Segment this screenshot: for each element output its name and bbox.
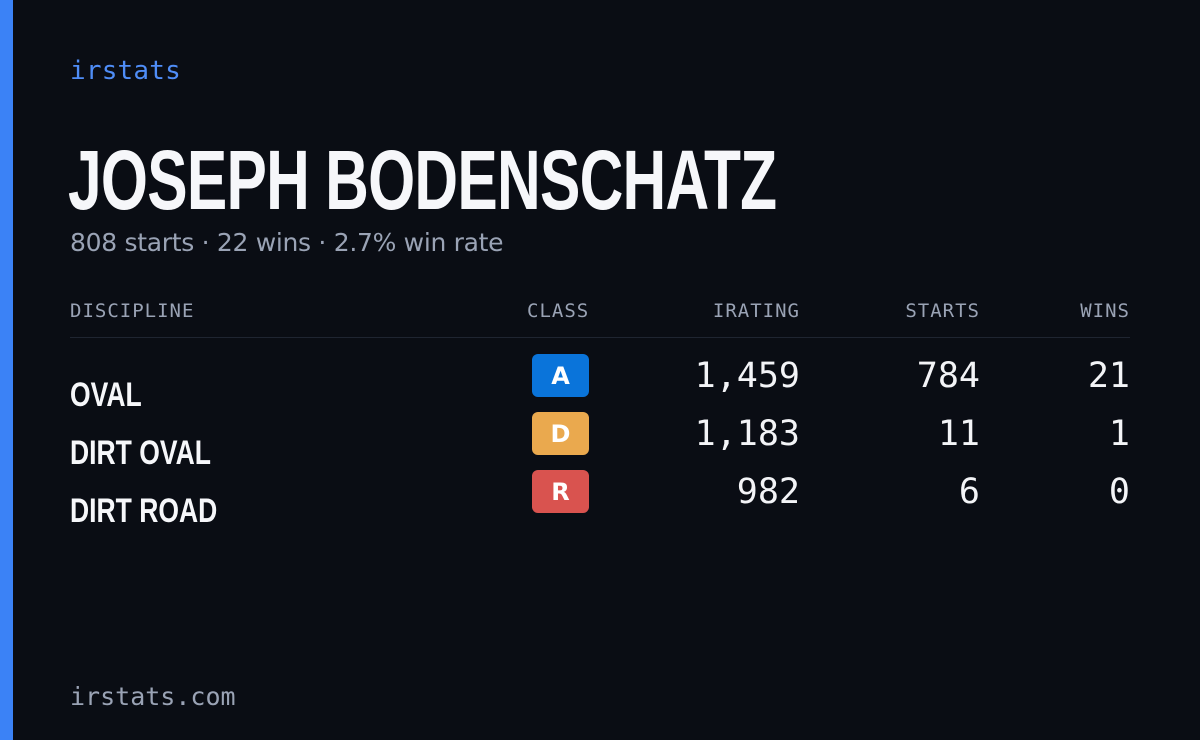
accent-bar [0, 0, 13, 740]
header-irating: IRATING [712, 300, 800, 322]
wins-value: 0 [1108, 472, 1130, 512]
discipline-name: DIRT ROAD [70, 492, 218, 530]
driver-name: JOSEPH BODENSCHATZ [68, 133, 777, 227]
header-starts: STARTS [905, 300, 980, 322]
header-discipline: DISCIPLINE [70, 300, 195, 322]
irating-value: 1,183 [694, 414, 800, 454]
header-wins: WINS [1080, 300, 1130, 322]
starts-value: 784 [916, 356, 980, 396]
starts-value: 11 [937, 414, 980, 454]
class-badge: R [532, 470, 589, 513]
driver-summary: 808 starts · 22 wins · 2.7% win rate [70, 228, 504, 257]
table-header: DISCIPLINE CLASS IRATING STARTS WINS [70, 298, 1130, 338]
brand-logo-text: irstats [70, 56, 181, 86]
irating-value: 1,459 [694, 356, 800, 396]
starts-value: 6 [958, 472, 980, 512]
class-badge: A [532, 354, 589, 397]
irating-value: 982 [736, 472, 800, 512]
table-row: DIRT OVAL D 1,183 11 1 [70, 412, 1130, 472]
table-row: OVAL A 1,459 784 21 [70, 354, 1130, 414]
discipline-name: OVAL [70, 376, 142, 414]
class-badge: D [532, 412, 589, 455]
table-body: OVAL A 1,459 784 21 DIRT OVAL D 1,183 11… [70, 354, 1130, 530]
table-row: DIRT ROAD R 982 6 0 [70, 470, 1130, 530]
wins-value: 21 [1087, 356, 1130, 396]
header-class: CLASS [527, 300, 590, 322]
discipline-name: DIRT OVAL [70, 434, 211, 472]
footer-url: irstats.com [70, 682, 236, 711]
wins-value: 1 [1108, 414, 1130, 454]
discipline-table: DISCIPLINE CLASS IRATING STARTS WINS OVA… [70, 298, 1130, 530]
